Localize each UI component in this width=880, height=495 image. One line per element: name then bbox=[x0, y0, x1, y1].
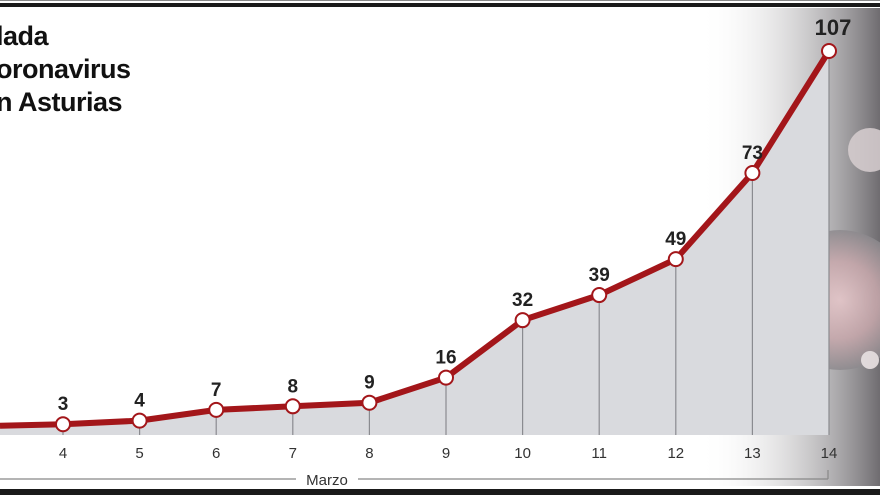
x-tick-label: 9 bbox=[442, 445, 450, 462]
data-label: 3 bbox=[58, 394, 69, 415]
x-axis-label: Marzo bbox=[306, 472, 348, 489]
data-point-marker bbox=[744, 165, 761, 182]
x-tick-label: 6 bbox=[212, 445, 220, 462]
data-label: 49 bbox=[665, 229, 686, 250]
x-tick-label: 8 bbox=[365, 445, 373, 462]
series-line bbox=[0, 49, 832, 429]
data-point-marker bbox=[591, 287, 608, 304]
title-line-2: oronavirus bbox=[0, 54, 131, 84]
top-border bbox=[0, 3, 880, 7]
data-point-marker bbox=[438, 369, 454, 386]
x-tick-label: 4 bbox=[59, 445, 67, 462]
area-fill bbox=[0, 51, 829, 435]
x-tick-label: 5 bbox=[135, 445, 143, 462]
x-tick-label: 11 bbox=[591, 445, 607, 462]
data-label: 4 bbox=[134, 391, 145, 412]
data-label: 16 bbox=[435, 348, 456, 369]
x-tick-label: 13 bbox=[744, 445, 761, 462]
data-point-marker bbox=[55, 416, 71, 433]
x-tick-label: 7 bbox=[289, 445, 297, 462]
bottom-border bbox=[0, 489, 880, 495]
data-label: 73 bbox=[742, 143, 763, 164]
x-tick-label: 12 bbox=[667, 445, 684, 462]
data-point-marker bbox=[667, 251, 684, 268]
data-label: 8 bbox=[288, 376, 299, 397]
data-label: 107 bbox=[815, 15, 852, 40]
data-label: 32 bbox=[512, 290, 533, 311]
data-point-marker bbox=[514, 312, 531, 329]
x-tick-label: 10 bbox=[514, 445, 531, 462]
data-point-marker bbox=[208, 401, 225, 418]
data-label: 39 bbox=[589, 265, 610, 286]
title-line-1: lada bbox=[0, 21, 49, 51]
data-label: 7 bbox=[211, 380, 222, 401]
chart-title: lada oronavirus n Asturias bbox=[0, 20, 131, 119]
title-line-3: n Asturias bbox=[0, 87, 123, 117]
data-point-marker bbox=[821, 43, 837, 59]
data-point-marker bbox=[361, 394, 378, 411]
data-label: 9 bbox=[364, 373, 375, 394]
data-point-marker bbox=[131, 412, 148, 429]
data-point-marker bbox=[284, 398, 301, 415]
x-tick-label: 14 bbox=[821, 445, 838, 462]
